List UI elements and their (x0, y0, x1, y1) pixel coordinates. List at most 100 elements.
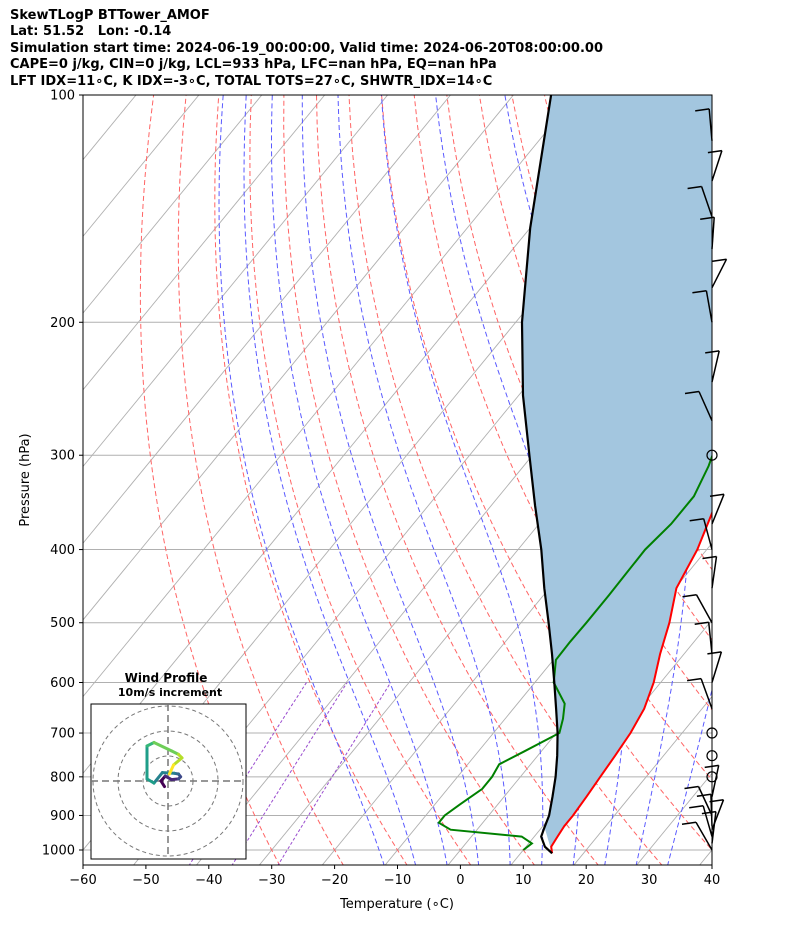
dry-adiabat-line (177, 95, 344, 865)
dewpoint-line (437, 453, 712, 851)
barb-staff (710, 794, 713, 827)
y-axis-label: Pressure (hPa) (18, 433, 33, 526)
wind-barb (706, 727, 718, 739)
barb-flag (695, 108, 710, 112)
dry-adiabat-line (283, 95, 536, 865)
barb-staff (711, 258, 728, 289)
x-tick-label: 10 (515, 873, 532, 888)
mixing-ratio-line (188, 682, 307, 865)
isotherm-line (573, 695, 712, 865)
barb-staff (708, 108, 713, 141)
isotherm-line (195, 235, 712, 865)
barb-staff (711, 494, 725, 525)
wind-barb (696, 793, 713, 827)
barb-staff (711, 217, 715, 250)
hodograph-segment (152, 741, 173, 753)
y-tick-label: 200 (50, 316, 75, 331)
wind-barb (681, 821, 713, 851)
hodograph-segment (152, 771, 164, 785)
barb-flag (701, 810, 717, 815)
wind-barb (687, 185, 713, 218)
wind-barb (705, 350, 720, 383)
x-tick-label: −50 (132, 873, 159, 888)
moist-adiabat-line (380, 95, 544, 865)
barb-flag (682, 593, 697, 598)
wind-barb (694, 621, 713, 655)
moist-adiabat-line (271, 95, 448, 865)
x-tick-label: −30 (258, 873, 285, 888)
wind-barb (689, 805, 713, 837)
wind-barb (706, 771, 718, 783)
moist-adiabat-line (301, 95, 480, 865)
isotherm-line (83, 95, 514, 621)
wind-barb (682, 593, 713, 624)
wind-barb (707, 651, 723, 683)
mixing-ratio-line (277, 682, 392, 865)
barb-flag (705, 350, 720, 354)
barb-staff (695, 821, 713, 851)
dry-adiabat-line (348, 95, 663, 865)
isotherm-line (83, 95, 388, 468)
barb-staff (695, 594, 713, 624)
hodograph-title: Wind Profile (125, 671, 208, 685)
barb-flag (712, 258, 727, 262)
barb-flag (709, 493, 725, 498)
cin-cape-shading (522, 95, 712, 854)
barb-staff (711, 350, 720, 383)
barb-flag (692, 290, 707, 294)
barb-staff (711, 799, 725, 830)
temperature-line (550, 510, 712, 854)
barb-flag (704, 764, 719, 769)
isotherm-line (762, 95, 794, 866)
wind-barb (689, 517, 713, 550)
isotherm-line (83, 95, 451, 544)
calm-wind-circle (706, 750, 718, 762)
barb-staff (711, 150, 723, 182)
hodograph-subtitle: 10m/s increment (118, 686, 222, 699)
barb-flag (689, 805, 704, 809)
moist-adiabat-line (243, 95, 417, 865)
x-axis-label: Temperature (∘C) (339, 897, 454, 912)
dry-adiabat-line (740, 95, 794, 866)
moist-adiabat-line (337, 95, 511, 865)
barb-flag (700, 216, 715, 220)
chart-header: SkewTLogP BTTower_AMOF Lat: 51.52 Lon: -… (10, 8, 603, 90)
wind-barbs (681, 108, 728, 851)
x-tick-label: −20 (321, 873, 348, 888)
y-tick-label: 600 (50, 676, 75, 691)
mixing-ratio-line (231, 682, 348, 865)
barb-staff (702, 805, 713, 837)
isotherm-line (83, 95, 200, 238)
calm-wind-circle (706, 727, 718, 739)
barb-staff (707, 622, 713, 655)
x-tick-label: −60 (69, 873, 96, 888)
wind-barb (686, 677, 713, 709)
wind-barb (695, 108, 713, 141)
barb-staff (697, 786, 713, 816)
hodograph-segment (167, 763, 176, 776)
wind-barb (701, 810, 717, 844)
parcel-profile-line (520, 95, 559, 855)
hodograph-inset: Wind Profile 10m/s increment (90, 671, 247, 860)
x-tick-label: 20 (578, 873, 595, 888)
dry-adiabat-line (214, 95, 408, 865)
dry-adiabat-line (249, 95, 472, 865)
barb-staff (711, 556, 718, 589)
chart-title: SkewTLogP BTTower_AMOF (10, 8, 210, 23)
wind-barb (684, 390, 713, 422)
moist-adiabat-line (218, 95, 385, 865)
barb-staff (698, 391, 713, 422)
y-tick-label: 700 (50, 727, 75, 742)
barb-flag (687, 185, 702, 190)
calm-wind-circle (706, 771, 718, 783)
wind-barb (706, 449, 718, 461)
time-label: Simulation start time: 2024-06-19_00:00:… (10, 40, 603, 56)
x-tick-label: −40 (195, 873, 222, 888)
barb-staff (711, 651, 723, 683)
wind-barb (684, 785, 713, 816)
x-tick-label: −10 (384, 873, 411, 888)
barb-flag (686, 677, 702, 682)
y-tick-label: 100 (50, 89, 75, 104)
y-tick-label: 900 (50, 809, 75, 824)
